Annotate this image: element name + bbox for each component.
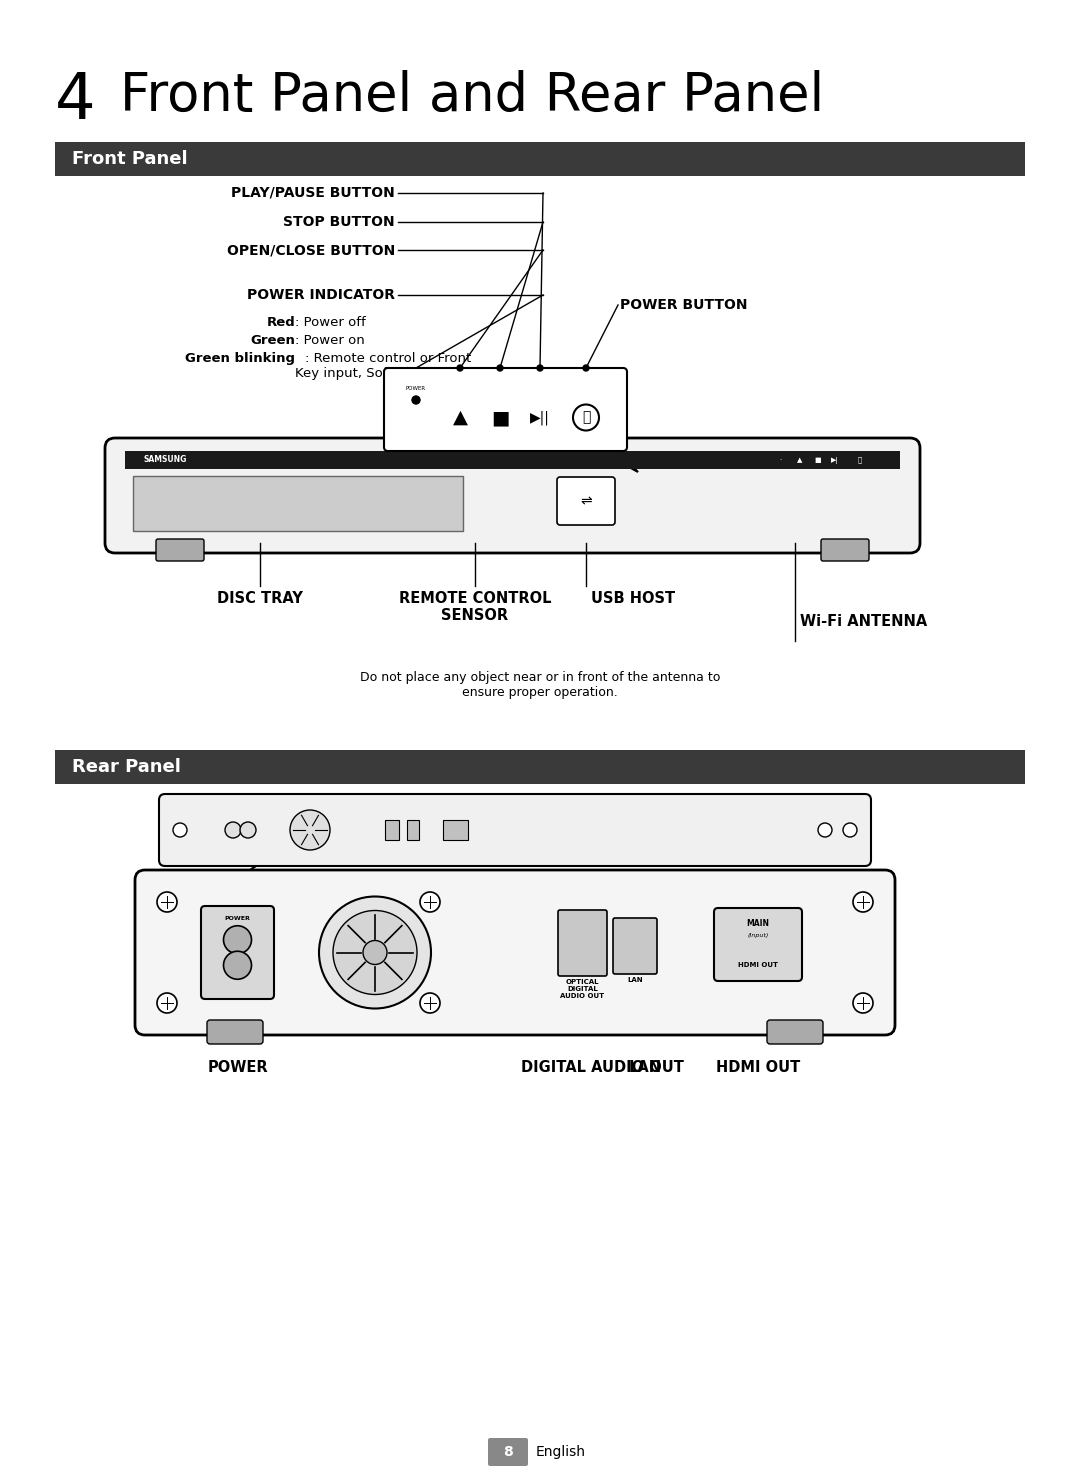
Circle shape xyxy=(853,992,873,1013)
Circle shape xyxy=(411,396,420,404)
FancyBboxPatch shape xyxy=(558,910,607,976)
Text: DISC TRAY: DISC TRAY xyxy=(217,592,302,606)
Text: ■: ■ xyxy=(814,457,821,463)
Circle shape xyxy=(319,896,431,1009)
Text: LAN: LAN xyxy=(629,1060,662,1075)
Text: ·: · xyxy=(779,457,781,463)
Text: ▲: ▲ xyxy=(797,457,802,463)
FancyBboxPatch shape xyxy=(557,478,615,525)
Text: Front Panel and Rear Panel: Front Panel and Rear Panel xyxy=(120,70,824,121)
Circle shape xyxy=(497,365,503,371)
Bar xyxy=(384,819,399,840)
FancyBboxPatch shape xyxy=(488,1438,528,1466)
Text: POWER: POWER xyxy=(207,1060,268,1075)
Circle shape xyxy=(224,926,252,954)
Bar xyxy=(55,142,1025,176)
FancyBboxPatch shape xyxy=(714,908,802,981)
Text: : Power off: : Power off xyxy=(295,317,366,328)
Text: OPEN/CLOSE BUTTON: OPEN/CLOSE BUTTON xyxy=(227,243,395,257)
Bar xyxy=(55,750,1025,784)
FancyBboxPatch shape xyxy=(135,870,895,1035)
Text: OPTICAL
DIGITAL
AUDIO OUT: OPTICAL DIGITAL AUDIO OUT xyxy=(561,979,605,998)
Text: Rear Panel: Rear Panel xyxy=(72,759,180,776)
Circle shape xyxy=(225,822,241,839)
FancyBboxPatch shape xyxy=(821,538,869,561)
Polygon shape xyxy=(593,447,638,472)
Text: MAIN: MAIN xyxy=(746,920,769,929)
Text: 8: 8 xyxy=(503,1445,513,1458)
Text: ▲: ▲ xyxy=(453,408,468,427)
FancyBboxPatch shape xyxy=(156,538,204,561)
Circle shape xyxy=(537,365,543,371)
Circle shape xyxy=(363,941,387,964)
Text: LAN: LAN xyxy=(627,978,643,984)
FancyBboxPatch shape xyxy=(613,918,657,975)
Text: Do not place any object near or in front of the antenna to
ensure proper operati: Do not place any object near or in front… xyxy=(360,671,720,700)
Circle shape xyxy=(583,365,589,371)
Text: STOP BUTTON: STOP BUTTON xyxy=(283,214,395,229)
Text: POWER: POWER xyxy=(225,916,251,920)
FancyBboxPatch shape xyxy=(201,907,274,998)
Circle shape xyxy=(843,822,858,837)
Circle shape xyxy=(818,822,832,837)
Text: Front Panel: Front Panel xyxy=(72,149,188,169)
Text: 4: 4 xyxy=(55,70,96,132)
Circle shape xyxy=(224,951,252,979)
Text: POWER BUTTON: POWER BUTTON xyxy=(620,297,747,312)
Text: PLAY/PAUSE BUTTON: PLAY/PAUSE BUTTON xyxy=(231,186,395,200)
FancyBboxPatch shape xyxy=(159,794,870,867)
Text: USB HOST: USB HOST xyxy=(591,592,675,606)
Circle shape xyxy=(291,810,330,850)
Bar xyxy=(443,819,468,840)
Text: POWER: POWER xyxy=(406,386,427,390)
Text: DIGITAL AUDIO OUT: DIGITAL AUDIO OUT xyxy=(521,1060,684,1075)
Circle shape xyxy=(173,822,187,837)
Circle shape xyxy=(573,404,599,430)
Circle shape xyxy=(853,892,873,913)
Text: Green: Green xyxy=(251,334,295,348)
Text: HDMI OUT: HDMI OUT xyxy=(738,961,778,967)
Text: REMOTE CONTROL
SENSOR: REMOTE CONTROL SENSOR xyxy=(399,592,551,624)
Circle shape xyxy=(420,992,440,1013)
Text: : Power on: : Power on xyxy=(295,334,365,348)
FancyBboxPatch shape xyxy=(105,438,920,553)
Text: (Input): (Input) xyxy=(747,933,769,939)
FancyBboxPatch shape xyxy=(384,368,627,451)
Text: Green blinking: Green blinking xyxy=(185,352,295,365)
FancyBboxPatch shape xyxy=(767,1021,823,1044)
Bar xyxy=(125,451,900,469)
Text: Red: Red xyxy=(267,317,295,328)
Text: SAMSUNG: SAMSUNG xyxy=(143,456,187,464)
Text: Wi-Fi ANTENNA: Wi-Fi ANTENNA xyxy=(800,614,928,629)
Text: ⏻: ⏻ xyxy=(582,411,590,424)
Text: ⏻: ⏻ xyxy=(858,457,862,463)
Circle shape xyxy=(420,892,440,913)
Text: : Remote control or Front
Key input, Software update.: : Remote control or Front Key input, Sof… xyxy=(295,352,481,380)
Text: HDMI OUT: HDMI OUT xyxy=(716,1060,800,1075)
Text: POWER INDICATOR: POWER INDICATOR xyxy=(247,288,395,302)
Circle shape xyxy=(333,911,417,994)
Bar xyxy=(133,476,463,531)
Circle shape xyxy=(457,365,463,371)
Circle shape xyxy=(157,992,177,1013)
FancyBboxPatch shape xyxy=(207,1021,264,1044)
Circle shape xyxy=(157,892,177,913)
Text: ▶||: ▶|| xyxy=(530,410,550,424)
Text: ▶|: ▶| xyxy=(832,457,839,463)
Bar xyxy=(407,819,419,840)
Text: ⇌: ⇌ xyxy=(580,494,592,507)
Text: ■: ■ xyxy=(490,408,509,427)
Circle shape xyxy=(240,822,256,839)
Text: English: English xyxy=(536,1445,586,1458)
